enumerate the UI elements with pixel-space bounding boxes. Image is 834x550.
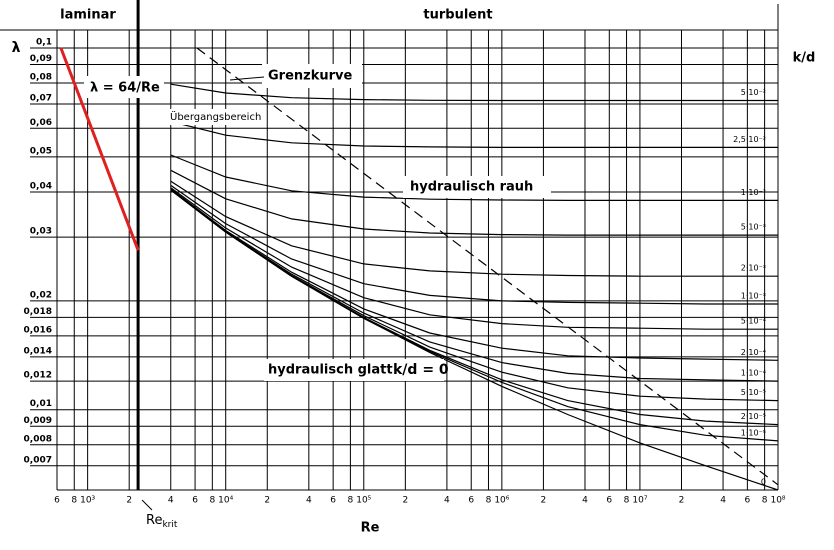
- roughness-curve: [170, 83, 778, 102]
- x-tick-label: 4: [306, 496, 312, 506]
- x-tick-label: 6: [192, 496, 198, 506]
- limit-box: [262, 64, 362, 88]
- x-tick-label: 8: [762, 496, 768, 506]
- x-tick-label: 2: [126, 496, 132, 506]
- roughness-label: 5·10⁻²: [741, 88, 766, 97]
- roughness-label: 1·10⁻⁵: [741, 428, 766, 437]
- limit-curve: [196, 47, 779, 486]
- x-tick-label: 6: [606, 496, 612, 506]
- roughness-label: 2,5·10⁻²: [733, 135, 766, 144]
- x-tick-label: 2: [541, 496, 547, 506]
- roughness-curve: [170, 189, 779, 382]
- x-tick-label: 4: [582, 496, 588, 506]
- roughness-curve: [170, 121, 778, 148]
- header-laminar: laminar: [60, 8, 116, 23]
- rekrit-base: Re: [146, 513, 162, 528]
- x-tick-label: 8: [624, 496, 630, 506]
- rekrit-sub: krit: [162, 520, 177, 530]
- roughness-label: 1·10⁻⁴: [741, 369, 766, 378]
- x-tick-label: 2: [264, 496, 270, 506]
- smooth-box: [264, 359, 444, 381]
- roughness-curve: [170, 188, 779, 361]
- formula-box: [84, 76, 164, 98]
- y-tick-label: 0,09: [30, 54, 52, 64]
- laminar-formula: λ = 64/Re: [90, 81, 160, 96]
- y-tick-label: 0,1: [36, 38, 52, 48]
- x-tick-label: 4: [168, 496, 174, 506]
- y-tick-label: 0,01: [30, 399, 52, 409]
- smooth-label: hydraulisch glatt: [268, 363, 393, 378]
- roughness-label: 5·10⁻³: [741, 223, 766, 232]
- roughness-label: 2·10⁻³: [741, 264, 766, 273]
- laminar-curve: [59, 47, 140, 251]
- y-tick-label: 0,06: [30, 118, 52, 128]
- x-tick-label: 8: [71, 496, 77, 506]
- limit-curve-label: Grenzkurve: [268, 69, 353, 84]
- y-tick-label: 0,009: [24, 416, 52, 426]
- x-tick-label: 8: [486, 496, 492, 506]
- x-tick-label: 4: [720, 496, 726, 506]
- roughness-curve: [170, 180, 778, 277]
- roughness-label: 5·10⁻⁴: [741, 317, 766, 326]
- y-tick-label: 0,018: [24, 307, 52, 317]
- x-tick-label: 8: [348, 496, 354, 506]
- rough-box: [403, 176, 551, 198]
- roughness-curve: [170, 169, 778, 236]
- y-tick-label: 0,014: [24, 346, 52, 356]
- x-tick-label: 10⁸: [770, 496, 785, 506]
- y-tick-label: 0,07: [30, 94, 52, 104]
- roughness-label: 5·10⁻⁵: [741, 388, 766, 397]
- y-tick-label: 0,007: [24, 455, 52, 465]
- y-tick-label: 0,03: [30, 227, 52, 237]
- x-tick-label: 10⁴: [218, 496, 233, 506]
- x-tick-label: 6: [330, 496, 336, 506]
- transition-box: [168, 109, 266, 125]
- plot-layer: 6 8 10³ 2 4 6 8 10⁴ 2 4 6 8 10⁵ 2 4 6 8 10⁶ 2 4 6 8 10⁷ 2 4 6 8 10⁸…: [24, 0, 786, 506]
- y-tick-label: 0,08: [30, 73, 52, 83]
- y-axis-label: λ: [12, 40, 21, 56]
- x-tick-label: 4: [444, 496, 450, 506]
- y-tick-label: 0,016: [24, 325, 52, 335]
- x-tick-label: 10³: [80, 496, 95, 506]
- kd-axis-label: k/d: [793, 51, 816, 66]
- roughness-curve: [170, 184, 778, 305]
- x-tick-label: 2: [679, 496, 685, 506]
- x-axis-label: Re: [361, 521, 380, 536]
- y-tick-label: 0,02: [30, 290, 52, 300]
- x-tick-label: 2: [402, 496, 408, 506]
- roughness-label: 2·10⁻⁵: [741, 412, 766, 421]
- x-tick-label: 10⁵: [356, 496, 371, 506]
- roughness-curve: [170, 187, 778, 330]
- x-tick-label: 8: [209, 496, 215, 506]
- rough-label: hydraulisch rauh: [410, 180, 533, 195]
- transition-label: Übergangsbereich: [170, 110, 261, 123]
- roughness-label: 0: [761, 478, 766, 487]
- x-tick-label: 10⁶: [494, 496, 509, 506]
- smooth-kd-label: k/d = 0: [393, 362, 449, 378]
- header-turbulent: turbulent: [423, 8, 492, 23]
- y-tick-label: 0,008: [24, 434, 52, 444]
- x-tick-label: 6: [54, 496, 60, 506]
- roughness-curve: [170, 154, 778, 201]
- y-tick-label: 0,04: [30, 181, 52, 191]
- x-tick-label: 6: [745, 496, 751, 506]
- limit-arrow: [229, 76, 265, 81]
- x-tick-label: 6: [468, 496, 474, 506]
- roughness-label: 1·10⁻²: [741, 188, 766, 197]
- roughness-label: 2·10⁻⁴: [741, 348, 766, 357]
- x-tick-label: 10⁷: [632, 496, 647, 506]
- roughness-label: 1·10⁻³: [741, 292, 766, 301]
- rekrit-pointer: [141, 499, 153, 511]
- roughness-curve: [170, 189, 779, 491]
- rekrit-label: Rekrit: [146, 513, 178, 530]
- y-tick-label: 0,05: [30, 146, 52, 156]
- y-tick-label: 0,012: [24, 371, 52, 381]
